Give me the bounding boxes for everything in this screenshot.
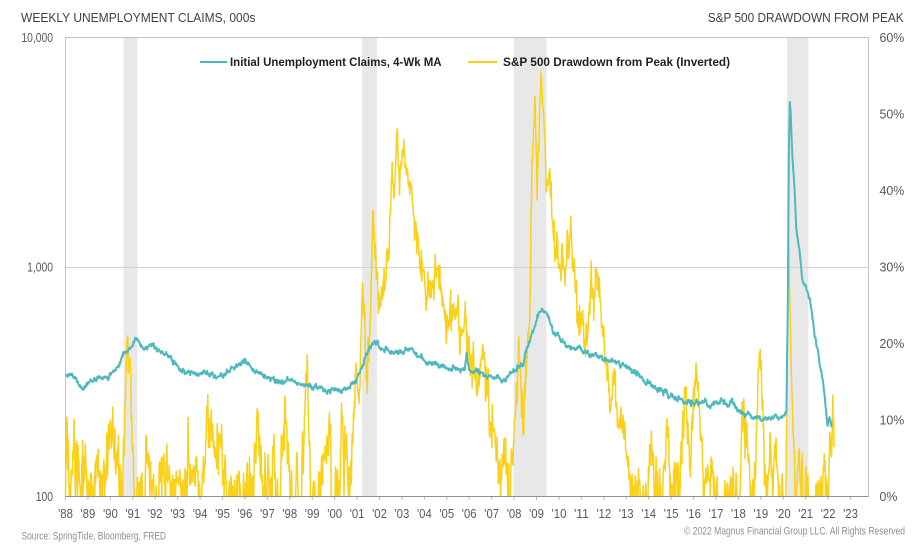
svg-text:'94: '94 (193, 506, 208, 521)
svg-text:© 2022 Magnus Financial Group: © 2022 Magnus Financial Group LLC. All R… (684, 526, 905, 538)
svg-text:'89: '89 (81, 506, 96, 521)
svg-text:'12: '12 (596, 506, 611, 521)
svg-text:30%: 30% (880, 260, 905, 275)
svg-text:'16: '16 (686, 506, 701, 521)
svg-text:50%: 50% (880, 107, 905, 122)
svg-text:'06: '06 (462, 506, 477, 521)
svg-text:'91: '91 (125, 506, 140, 521)
svg-text:'92: '92 (148, 506, 163, 521)
svg-text:'09: '09 (529, 506, 544, 521)
svg-text:'05: '05 (439, 506, 454, 521)
svg-text:'98: '98 (282, 506, 297, 521)
svg-text:'14: '14 (641, 506, 656, 521)
svg-text:'00: '00 (327, 506, 342, 521)
svg-text:100: 100 (36, 489, 53, 504)
svg-text:'96: '96 (238, 506, 253, 521)
svg-text:S&P 500 Drawdown from Peak (In: S&P 500 Drawdown from Peak (Inverted) (503, 55, 730, 69)
svg-text:60%: 60% (880, 30, 905, 45)
svg-text:'19: '19 (753, 506, 768, 521)
svg-text:'22: '22 (821, 506, 836, 521)
svg-text:S&P 500 DRAWDOWN FROM PEAK: S&P 500 DRAWDOWN FROM PEAK (708, 10, 904, 25)
svg-text:Initial Unemployment Claims, 4: Initial Unemployment Claims, 4-Wk MA (230, 55, 442, 69)
svg-text:'08: '08 (507, 506, 522, 521)
svg-text:10%: 10% (880, 413, 905, 428)
svg-text:'13: '13 (619, 506, 634, 521)
svg-text:20%: 20% (880, 336, 905, 351)
svg-text:'18: '18 (731, 506, 746, 521)
svg-text:'11: '11 (574, 506, 589, 521)
svg-text:Source: SpringTide, Bloomberg,: Source: SpringTide, Bloomberg, FRED (22, 531, 167, 543)
svg-text:'97: '97 (260, 506, 275, 521)
svg-text:'04: '04 (417, 506, 432, 521)
svg-text:'88: '88 (58, 506, 73, 521)
svg-text:'03: '03 (395, 506, 410, 521)
svg-text:'20: '20 (776, 506, 791, 521)
svg-text:10,000: 10,000 (21, 30, 53, 45)
svg-text:'01: '01 (350, 506, 365, 521)
svg-text:40%: 40% (880, 183, 905, 198)
svg-text:'23: '23 (843, 506, 858, 521)
svg-text:'90: '90 (103, 506, 118, 521)
svg-text:'99: '99 (305, 506, 320, 521)
svg-text:'95: '95 (215, 506, 230, 521)
svg-text:'21: '21 (798, 506, 813, 521)
svg-text:'93: '93 (170, 506, 185, 521)
svg-text:'07: '07 (484, 506, 499, 521)
svg-text:1,000: 1,000 (27, 260, 53, 275)
svg-text:'15: '15 (664, 506, 679, 521)
svg-text:WEEKLY UNEMPLOYMENT CLAIMS, 00: WEEKLY UNEMPLOYMENT CLAIMS, 000s (21, 10, 256, 25)
svg-text:'10: '10 (552, 506, 567, 521)
svg-text:'17: '17 (709, 506, 724, 521)
svg-text:0%: 0% (880, 489, 898, 504)
svg-text:'02: '02 (372, 506, 387, 521)
